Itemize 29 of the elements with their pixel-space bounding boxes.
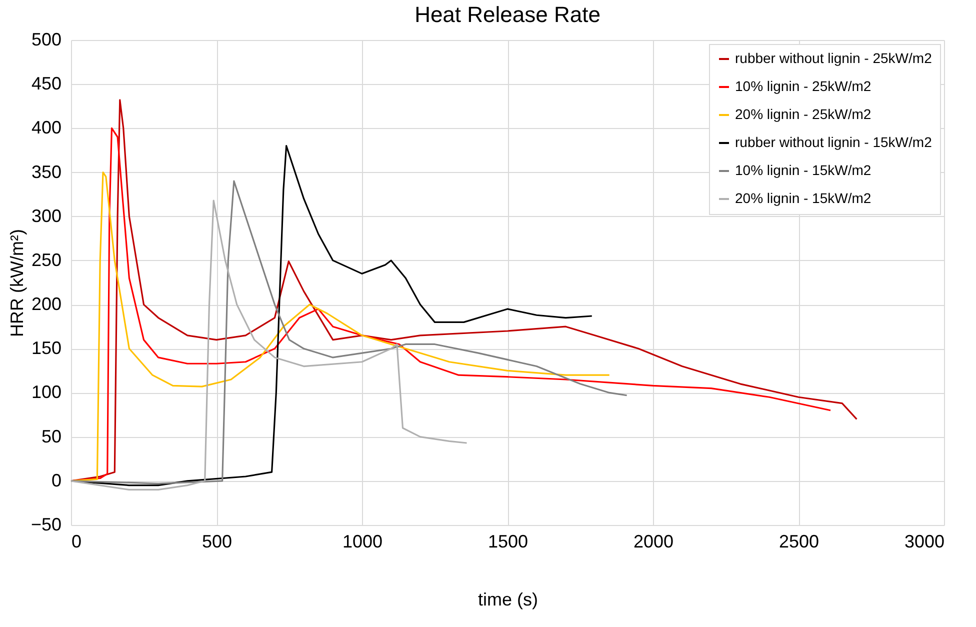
- y-tick-label: 200: [31, 294, 62, 314]
- x-axis-title: time (s): [478, 590, 538, 610]
- y-tick-label: 300: [31, 206, 62, 226]
- y-tick-label: 250: [31, 250, 62, 270]
- y-tick-label: 350: [31, 162, 62, 182]
- legend-label: rubber without lignin - 25kW/m2: [735, 50, 932, 66]
- legend-label: 10% lignin - 15kW/m2: [735, 162, 872, 178]
- legend-label: 20% lignin - 25kW/m2: [735, 106, 872, 122]
- legend-label: 20% lignin - 15kW/m2: [735, 190, 872, 206]
- chart-title: Heat Release Rate: [414, 2, 600, 27]
- x-tick-label: 0: [72, 532, 82, 552]
- y-tick-label: 0: [51, 470, 62, 490]
- y-tick-label: 100: [31, 382, 62, 402]
- line-series: [70, 200, 468, 491]
- x-tick-label: 2000: [633, 532, 674, 552]
- y-tick-label: 150: [31, 338, 62, 358]
- legend-label: 10% lignin - 25kW/m2: [735, 78, 872, 94]
- legend-label: rubber without lignin - 15kW/m2: [735, 134, 932, 150]
- y-tick-label: −50: [30, 514, 62, 534]
- y-tick-label: 500: [31, 30, 62, 50]
- x-tick-label: 2500: [778, 532, 820, 552]
- y-tick-label: 50: [41, 426, 62, 446]
- x-tick-label: 1000: [342, 532, 383, 552]
- y-tick-label: 450: [31, 74, 62, 94]
- x-tick-label: 500: [202, 532, 232, 552]
- y-tick-label: 400: [31, 118, 62, 138]
- x-tick-label: 3000: [904, 532, 944, 552]
- x-tick-label: 1500: [488, 532, 528, 552]
- y-axis-title: HRR (kW/m²): [6, 229, 27, 337]
